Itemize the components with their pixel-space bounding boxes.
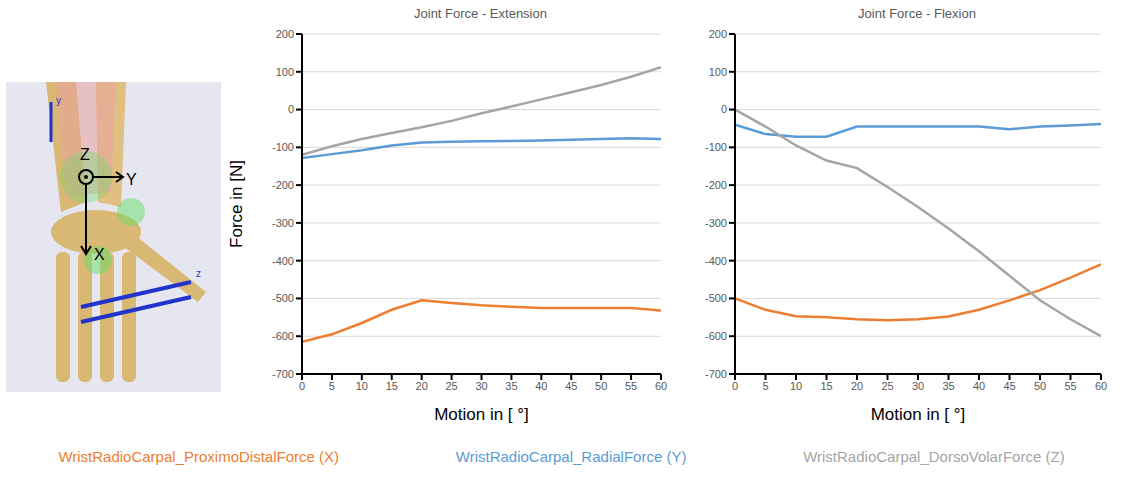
svg-text:50: 50: [1034, 380, 1046, 392]
svg-text:0: 0: [288, 103, 294, 115]
svg-text:40: 40: [535, 380, 547, 392]
svg-text:0: 0: [721, 103, 727, 115]
svg-text:Y: Y: [126, 171, 137, 188]
svg-text:-300: -300: [705, 217, 727, 229]
svg-text:35: 35: [942, 380, 954, 392]
svg-text:-700: -700: [272, 368, 294, 380]
svg-text:200: 200: [276, 28, 294, 40]
svg-text:-600: -600: [272, 330, 294, 342]
svg-text:25: 25: [445, 380, 457, 392]
svg-text:y: y: [56, 95, 61, 106]
svg-text:5: 5: [329, 380, 335, 392]
svg-text:-500: -500: [705, 292, 727, 304]
svg-text:-100: -100: [705, 141, 727, 153]
svg-text:-200: -200: [705, 179, 727, 191]
svg-text:5: 5: [762, 380, 768, 392]
svg-text:60: 60: [655, 380, 667, 392]
svg-text:100: 100: [276, 66, 294, 78]
svg-text:60: 60: [1095, 380, 1107, 392]
svg-text:100: 100: [709, 66, 727, 78]
svg-text:20: 20: [851, 380, 863, 392]
html-text:Joint Force - Extension: Joint Force - Extension: [414, 6, 547, 21]
svg-text:15: 15: [820, 380, 832, 392]
svg-text:0: 0: [732, 380, 738, 392]
svg-text:X: X: [94, 246, 105, 263]
html-text:WristRadioCarpal_RadialForce (: WristRadioCarpal_RadialForce (Y): [455, 448, 687, 465]
svg-text:45: 45: [1003, 380, 1015, 392]
svg-text:Force in [N]: Force in [N]: [228, 160, 246, 248]
svg-text:Motion in [ °]: Motion in [ °]: [871, 405, 966, 424]
svg-text:-300: -300: [272, 217, 294, 229]
svg-text:-400: -400: [705, 255, 727, 267]
svg-text:55: 55: [1064, 380, 1076, 392]
svg-text:10: 10: [790, 380, 802, 392]
svg-text:30: 30: [912, 380, 924, 392]
html-text:WristRadioCarpal_ProximoDistal: WristRadioCarpal_ProximoDistalForce (X): [58, 448, 339, 465]
svg-text:30: 30: [475, 380, 487, 392]
html-text:Joint Force - Flexion: Joint Force - Flexion: [858, 6, 976, 21]
svg-text:25: 25: [881, 380, 893, 392]
svg-text:-400: -400: [272, 255, 294, 267]
svg-text:200: 200: [709, 28, 727, 40]
svg-text:Motion in [ °]: Motion in [ °]: [434, 405, 529, 424]
svg-text:55: 55: [625, 380, 637, 392]
svg-text:35: 35: [505, 380, 517, 392]
svg-text:20: 20: [416, 380, 428, 392]
svg-text:0: 0: [299, 380, 305, 392]
html-text:WristRadioCarpal_DorsoVolarFor: WristRadioCarpal_DorsoVolarForce (Z): [803, 448, 1065, 465]
svg-text:Z: Z: [80, 146, 90, 163]
svg-text:50: 50: [595, 380, 607, 392]
svg-text:z: z: [196, 268, 201, 279]
svg-text:-500: -500: [272, 292, 294, 304]
svg-text:-700: -700: [705, 368, 727, 380]
svg-text:-100: -100: [272, 141, 294, 153]
svg-text:-600: -600: [705, 330, 727, 342]
svg-text:40: 40: [973, 380, 985, 392]
svg-text:45: 45: [565, 380, 577, 392]
svg-text:15: 15: [386, 380, 398, 392]
svg-text:-200: -200: [272, 179, 294, 191]
svg-text:10: 10: [356, 380, 368, 392]
